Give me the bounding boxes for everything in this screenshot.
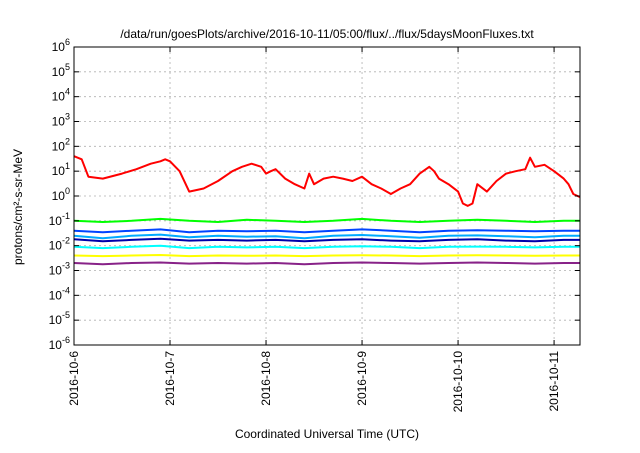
y-tick-label: 104 [52, 87, 70, 104]
x-tick-label: 2016-10-7 [163, 351, 177, 406]
series-layer [73, 155, 581, 266]
x-axis-label: Coordinated Universal Time (UTC) [235, 427, 419, 441]
x-tick-label: 2016-10-8 [259, 351, 273, 406]
series-line-4 [73, 233, 580, 240]
y-tick-label: 102 [52, 136, 70, 153]
grid [74, 47, 580, 345]
y-tick-label: 10-4 [49, 285, 70, 302]
x-axis-ticks: 2016-10-6 2016-10-7 2016-10-8 2016-10-9 2016… [67, 47, 561, 412]
y-tick-label: 10-5 [49, 310, 70, 327]
series-line-2 [73, 217, 580, 223]
y-tick-label: 103 [52, 112, 70, 129]
y-axis-ticks: 106 105 104 103 102 101 100 10-1 10-2 10-3 10-4 10-… [49, 37, 580, 352]
y-tick-label: 10-1 [49, 211, 70, 228]
series-line-5 [73, 237, 580, 243]
y-tick-label: 10-6 [49, 335, 70, 352]
y-axis-label: protons/cm²-s-sr-MeV [11, 149, 25, 265]
x-tick-label: 2016-10-11 [547, 351, 561, 412]
y-tick-label: 101 [52, 161, 70, 178]
y-tick-label: 100 [52, 186, 70, 203]
y-tick-label: 105 [52, 62, 70, 79]
series-line-6 [73, 244, 580, 250]
chart-title: /data/run/goesPlots/archive/2016-10-11/0… [120, 27, 534, 41]
x-tick-label: 2016-10-10 [451, 351, 465, 413]
series-line-7 [73, 254, 580, 258]
series-line-8 [73, 261, 580, 266]
y-tick-label: 10-2 [49, 236, 70, 253]
series-line-3 [73, 228, 580, 234]
x-tick-label: 2016-10-6 [67, 351, 81, 406]
y-tick-label: 10-3 [49, 261, 70, 278]
series-line-1 [73, 155, 581, 207]
y-tick-label: 106 [52, 37, 70, 54]
x-tick-label: 2016-10-9 [355, 351, 369, 406]
